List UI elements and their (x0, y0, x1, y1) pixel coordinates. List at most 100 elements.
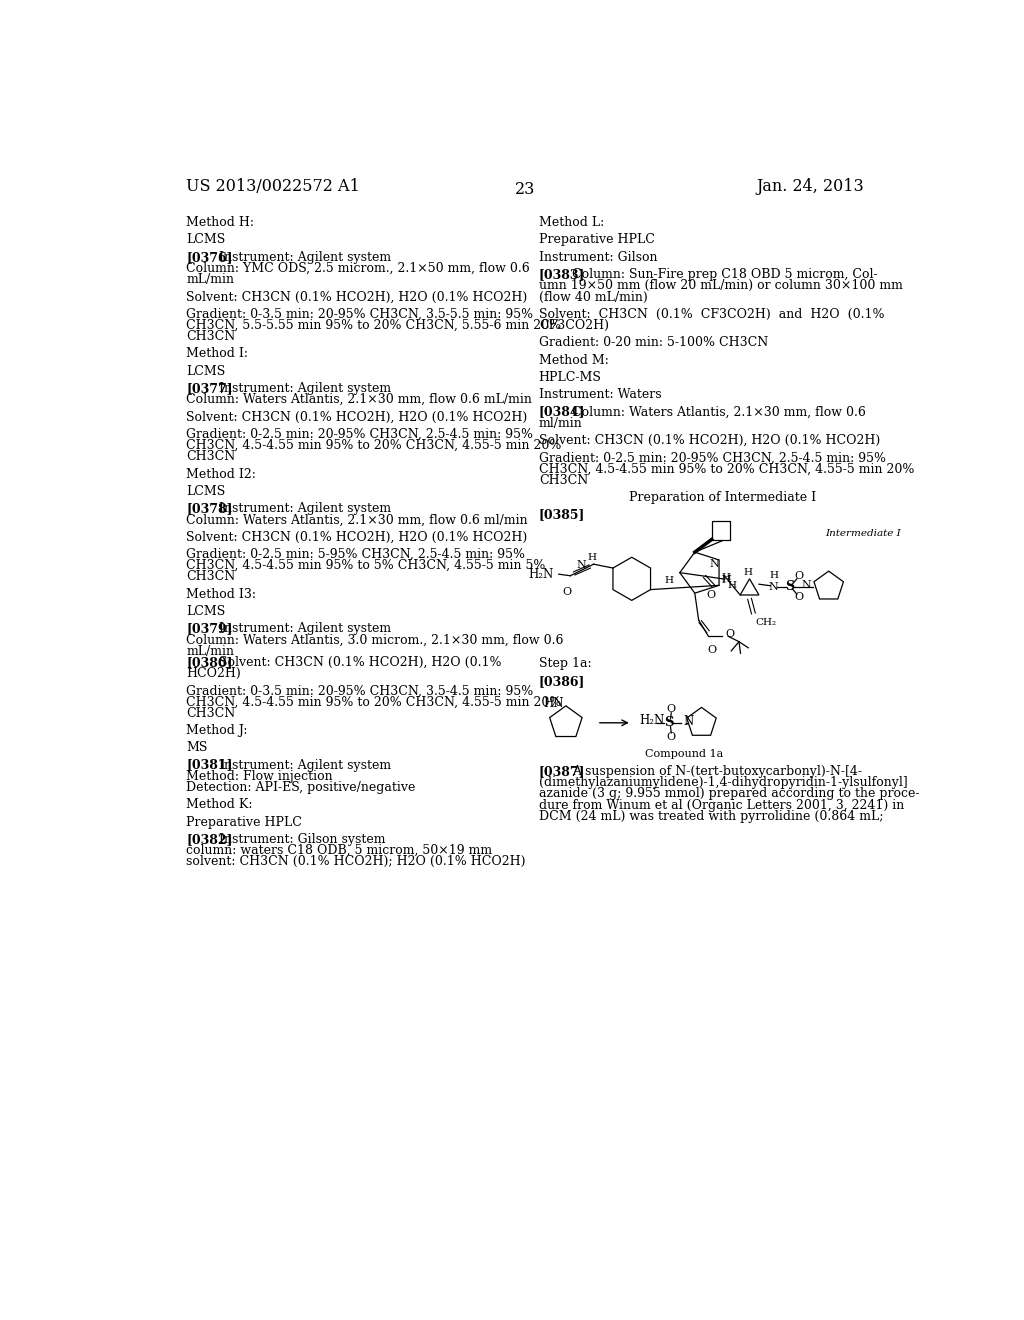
Text: umn 19×50 mm (flow 20 mL/min) or column 30×100 mm: umn 19×50 mm (flow 20 mL/min) or column … (539, 280, 902, 292)
Text: [0387]: [0387] (539, 766, 586, 779)
Text: Instrument: Agilent system: Instrument: Agilent system (219, 502, 391, 515)
Text: CH3CN: CH3CN (186, 706, 236, 719)
Text: H: H (769, 572, 778, 581)
Text: Solvent:  CH3CN  (0.1%  CF3CO2H)  and  H2O  (0.1%: Solvent: CH3CN (0.1% CF3CO2H) and H2O (0… (539, 308, 885, 321)
Text: CH₂: CH₂ (755, 618, 776, 627)
Text: LCMS: LCMS (186, 364, 225, 378)
Text: ml/min: ml/min (539, 417, 583, 430)
Text: Solvent: CH3CN (0.1% HCO2H), H2O (0.1% HCO2H): Solvent: CH3CN (0.1% HCO2H), H2O (0.1% H… (186, 531, 527, 544)
Text: Preparation of Intermediate I: Preparation of Intermediate I (629, 491, 816, 504)
Text: H: H (721, 573, 730, 582)
Text: N: N (710, 558, 719, 569)
Text: [0383]: [0383] (539, 268, 585, 281)
Text: [0385]: [0385] (539, 508, 585, 521)
Text: O: O (725, 628, 734, 639)
Text: HCO2H): HCO2H) (186, 667, 241, 680)
Text: Column: YMC ODS, 2.5 microm., 2.1×50 mm, flow 0.6: Column: YMC ODS, 2.5 microm., 2.1×50 mm,… (186, 261, 529, 275)
Text: S: S (665, 717, 674, 730)
Text: Preparative HPLC: Preparative HPLC (186, 816, 302, 829)
Text: CH3CN: CH3CN (186, 450, 236, 463)
Text: Solvent: CH3CN (0.1% HCO2H), H2O (0.1% HCO2H): Solvent: CH3CN (0.1% HCO2H), H2O (0.1% H… (186, 411, 527, 424)
Text: Instrument: Agilent system: Instrument: Agilent system (219, 622, 391, 635)
Text: N: N (577, 560, 587, 570)
Text: Method: Flow injection: Method: Flow injection (186, 770, 333, 783)
Text: Instrument: Waters: Instrument: Waters (539, 388, 662, 401)
Text: N: N (722, 574, 731, 585)
Text: CH3CN, 4.5-4.55 min 95% to 5% CH3CN, 4.55-5 min 5%: CH3CN, 4.5-4.55 min 95% to 5% CH3CN, 4.5… (186, 560, 546, 572)
Text: H₂N: H₂N (528, 568, 553, 581)
Text: O: O (795, 593, 804, 602)
Text: Instrument: Agilent system: Instrument: Agilent system (219, 759, 391, 772)
Text: H: H (722, 576, 731, 585)
Text: H: H (665, 576, 674, 585)
Text: Column: Waters Atlantis, 2.1×30 mm, flow 0.6 ml/min: Column: Waters Atlantis, 2.1×30 mm, flow… (186, 513, 527, 527)
Text: [0377]: [0377] (186, 381, 232, 395)
Text: Method J:: Method J: (186, 723, 248, 737)
Text: [0386]: [0386] (539, 675, 585, 688)
Text: azanide (3 g; 9.955 mmol) prepared according to the proce-: azanide (3 g; 9.955 mmol) prepared accor… (539, 788, 920, 800)
Text: Solvent: CH3CN (0.1% HCO2H), H2O (0.1% HCO2H): Solvent: CH3CN (0.1% HCO2H), H2O (0.1% H… (539, 434, 880, 447)
Text: N: N (801, 579, 811, 590)
Text: Gradient: 0-20 min: 5-100% CH3CN: Gradient: 0-20 min: 5-100% CH3CN (539, 337, 768, 350)
Text: Gradient: 0-2.5 min: 5-95% CH3CN, 2.5-4.5 min: 95%: Gradient: 0-2.5 min: 5-95% CH3CN, 2.5-4.… (186, 548, 525, 561)
Text: O: O (795, 570, 804, 581)
Text: O: O (708, 644, 717, 655)
Text: O: O (667, 704, 676, 714)
Text: [0380]: [0380] (186, 656, 232, 669)
Text: Instrument: Agilent system: Instrument: Agilent system (219, 381, 391, 395)
Text: HN: HN (543, 697, 564, 710)
Text: N: N (684, 714, 694, 727)
Text: (flow 40 mL/min): (flow 40 mL/min) (539, 290, 647, 304)
Text: Gradient: 0-2.5 min: 20-95% CH3CN, 2.5-4.5 min: 95%: Gradient: 0-2.5 min: 20-95% CH3CN, 2.5-4… (186, 428, 534, 441)
Text: Solvent: CH3CN (0.1% HCO2H), H2O (0.1%: Solvent: CH3CN (0.1% HCO2H), H2O (0.1% (219, 656, 502, 669)
Text: H: H (727, 581, 736, 590)
Text: Method I2:: Method I2: (186, 467, 256, 480)
Text: CF3CO2H): CF3CO2H) (539, 319, 608, 331)
Text: Solvent: CH3CN (0.1% HCO2H), H2O (0.1% HCO2H): Solvent: CH3CN (0.1% HCO2H), H2O (0.1% H… (186, 290, 527, 304)
Text: Column: Sun-Fire prep C18 OBD 5 microm, Col-: Column: Sun-Fire prep C18 OBD 5 microm, … (572, 268, 878, 281)
Text: H: H (588, 553, 597, 562)
Text: column: waters C18 ODB, 5 microm, 50×19 mm: column: waters C18 ODB, 5 microm, 50×19 … (186, 843, 493, 857)
Text: O: O (707, 590, 716, 599)
Text: N: N (768, 582, 778, 591)
Text: MS: MS (186, 742, 208, 754)
Text: Compound 1a: Compound 1a (645, 748, 724, 759)
Text: Instrument: Gilson system: Instrument: Gilson system (219, 833, 386, 846)
Text: Gradient: 0-3.5 min: 20-95% CH3CN, 3.5-4.5 min: 95%: Gradient: 0-3.5 min: 20-95% CH3CN, 3.5-4… (186, 684, 534, 697)
Text: [0381]: [0381] (186, 759, 232, 772)
Text: Column: Waters Atlantis, 2.1×30 mm, flow 0.6 mL/min: Column: Waters Atlantis, 2.1×30 mm, flow… (186, 393, 532, 407)
Text: LCMS: LCMS (186, 605, 225, 618)
Text: Detection: API-ES, positive/negative: Detection: API-ES, positive/negative (186, 781, 416, 793)
Text: DCM (24 mL) was treated with pyrrolidine (0.864 mL;: DCM (24 mL) was treated with pyrrolidine… (539, 810, 884, 822)
Text: mL/min: mL/min (186, 273, 234, 286)
Text: HPLC-MS: HPLC-MS (539, 371, 602, 384)
Text: CH3CN, 4.5-4.55 min 95% to 20% CH3CN, 4.55-5 min 20%: CH3CN, 4.5-4.55 min 95% to 20% CH3CN, 4.… (186, 696, 561, 709)
Text: Method I3:: Method I3: (186, 587, 256, 601)
Text: Jan. 24, 2013: Jan. 24, 2013 (757, 178, 864, 194)
Text: CH3CN, 4.5-4.55 min 95% to 20% CH3CN, 4.55-5 min 20%: CH3CN, 4.5-4.55 min 95% to 20% CH3CN, 4.… (186, 440, 561, 451)
Text: [0379]: [0379] (186, 622, 232, 635)
Text: Column: Waters Atlantis, 3.0 microm., 2.1×30 mm, flow 0.6: Column: Waters Atlantis, 3.0 microm., 2.… (186, 634, 563, 647)
Text: Method M:: Method M: (539, 354, 608, 367)
Text: H₂N: H₂N (640, 714, 665, 727)
Text: dure from Winum et al (Organic Letters 2001, 3, 2241) in: dure from Winum et al (Organic Letters 2… (539, 799, 904, 812)
Text: A suspension of N-(tert-butoxycarbonyl)-N-[4-: A suspension of N-(tert-butoxycarbonyl)-… (572, 766, 862, 779)
Text: CH3CN, 4.5-4.55 min 95% to 20% CH3CN, 4.55-5 min 20%: CH3CN, 4.5-4.55 min 95% to 20% CH3CN, 4.… (539, 462, 914, 475)
Text: Intermediate I: Intermediate I (825, 529, 901, 537)
Text: [0384]: [0384] (539, 405, 586, 418)
Text: CH3CN: CH3CN (186, 330, 236, 343)
Text: LCMS: LCMS (186, 484, 225, 498)
Text: Method H:: Method H: (186, 216, 254, 230)
Text: CH3CN: CH3CN (186, 570, 236, 583)
Text: mL/min: mL/min (186, 644, 234, 657)
Text: Method K:: Method K: (186, 799, 253, 812)
Text: O: O (667, 731, 676, 742)
Text: Gradient: 0-2.5 min: 20-95% CH3CN, 2.5-4.5 min: 95%: Gradient: 0-2.5 min: 20-95% CH3CN, 2.5-4… (539, 451, 886, 465)
Text: Gradient: 0-3.5 min: 20-95% CH3CN, 3.5-5.5 min: 95%: Gradient: 0-3.5 min: 20-95% CH3CN, 3.5-5… (186, 308, 534, 321)
Text: Instrument: Gilson: Instrument: Gilson (539, 251, 657, 264)
Text: S: S (785, 579, 795, 593)
Text: O: O (562, 586, 571, 597)
Text: Method L:: Method L: (539, 216, 604, 230)
Text: [0382]: [0382] (186, 833, 232, 846)
Text: [0376]: [0376] (186, 251, 232, 264)
